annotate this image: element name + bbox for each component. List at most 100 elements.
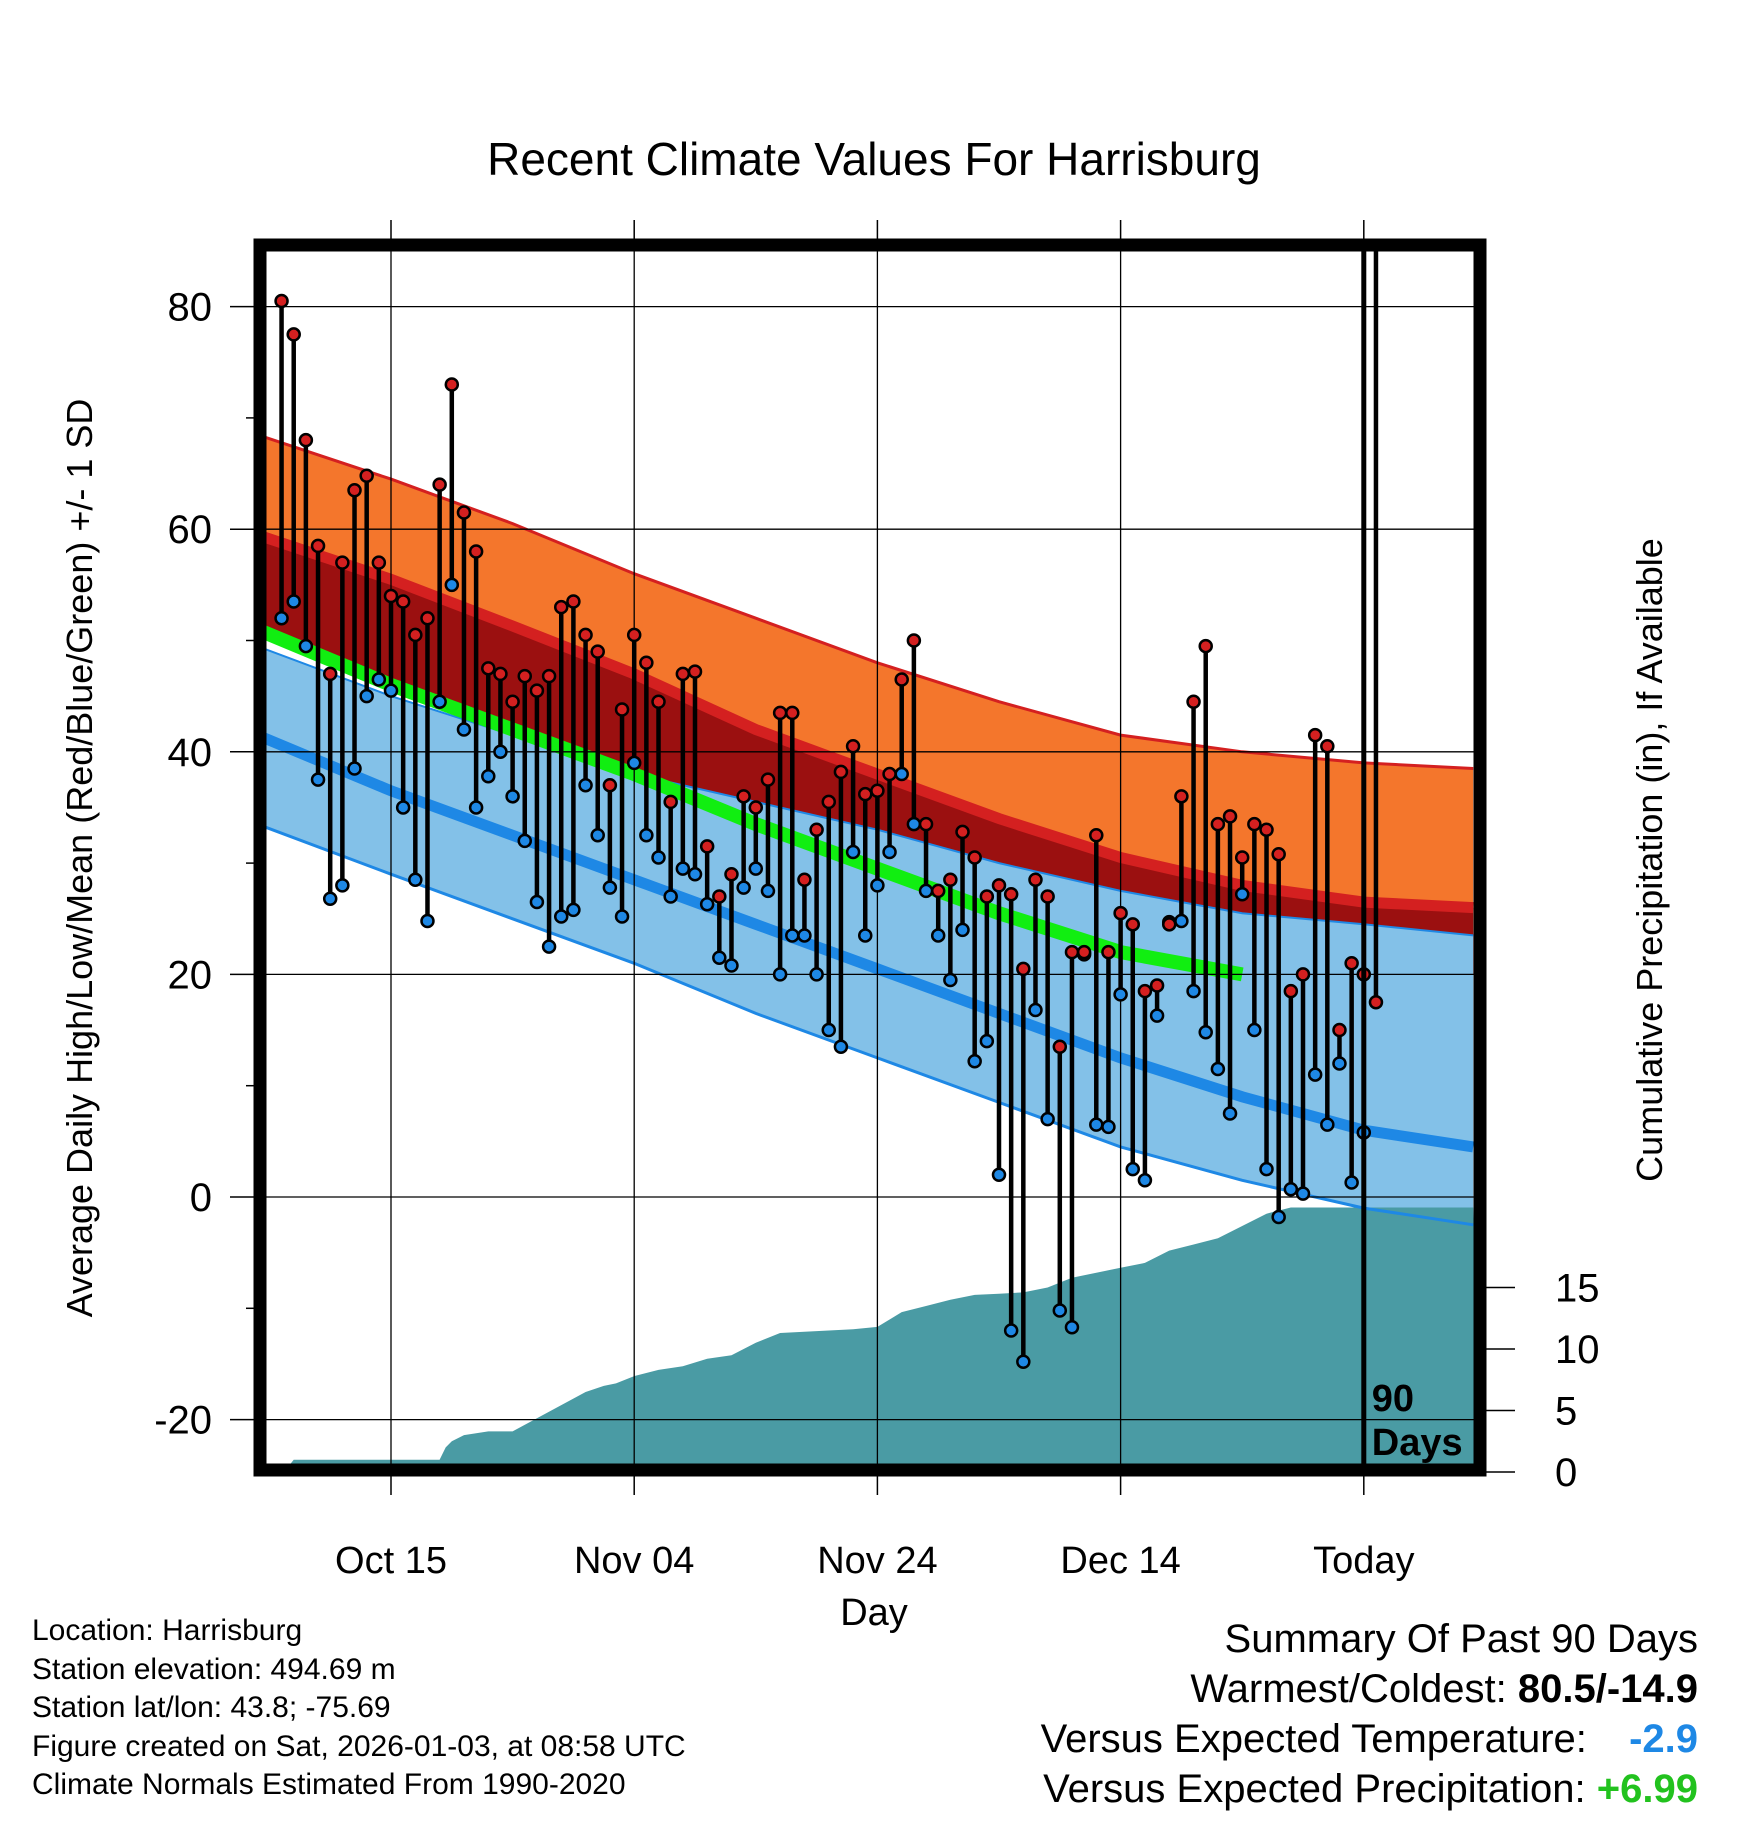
chart-title: Recent Climate Values For Harrisburg	[487, 133, 1261, 185]
high-point	[1222, 809, 1238, 824]
high-point	[785, 705, 800, 721]
high-point	[420, 610, 435, 626]
low-point	[566, 902, 581, 918]
x-axis-label: Day	[840, 1592, 908, 1634]
daily-points	[274, 0, 1384, 1369]
high-point	[821, 794, 837, 810]
low-point	[1028, 1002, 1043, 1018]
low-point	[1247, 1022, 1262, 1038]
warmest-label: Warmest/Coldest:	[1190, 1667, 1507, 1711]
low-point	[724, 958, 739, 973]
low-point	[748, 861, 764, 876]
normals-text: Climate Normals Estimated From 1990-2020	[32, 1768, 626, 1801]
high-point	[432, 477, 447, 492]
high-point	[870, 783, 885, 799]
high-point	[493, 666, 508, 682]
low-point	[1040, 1111, 1055, 1127]
low-point	[906, 816, 922, 832]
elevation-text: Station elevation: 494.69 m	[32, 1652, 396, 1686]
high-point	[1186, 694, 1201, 709]
high-point	[1234, 850, 1250, 865]
warmest-row: Warmest/Coldest: 80.5/-14.9	[1041, 1664, 1698, 1714]
y-axis-label: Average Daily High/Low/Mean (Red/Blue/Gr…	[59, 399, 100, 1318]
low-point	[347, 761, 362, 776]
low-point	[274, 610, 289, 626]
low-point	[894, 766, 909, 782]
low-point	[371, 672, 387, 687]
high-point	[967, 850, 982, 865]
high-point	[772, 705, 788, 721]
low-point	[1344, 1175, 1359, 1190]
high-point	[1295, 967, 1311, 982]
low-point	[1052, 1303, 1068, 1318]
low-point	[967, 1053, 982, 1069]
y2-tick-label: 15	[1555, 1267, 1600, 1311]
days-label-number: 90	[1372, 1378, 1414, 1420]
high-point	[1161, 917, 1177, 932]
low-point	[651, 850, 666, 865]
high-point	[1003, 887, 1019, 902]
high-point	[286, 327, 301, 342]
high-point	[541, 668, 557, 684]
high-point	[639, 655, 654, 671]
precip-row: Versus Expected Precipitation: +6.99	[1041, 1764, 1698, 1814]
high-point	[1247, 816, 1262, 832]
low-point	[626, 755, 642, 771]
precip-value: +6.99	[1596, 1767, 1698, 1811]
created-text: Figure created on Sat, 2026-01-03, at 08…	[32, 1729, 686, 1763]
low-point	[529, 894, 545, 910]
y-tick-label: 20	[168, 953, 213, 997]
y-tick-label: -20	[154, 1399, 212, 1443]
high-point	[724, 866, 739, 882]
low-point	[760, 883, 776, 899]
high-point	[590, 644, 605, 659]
high-point	[1101, 944, 1116, 960]
low-point	[785, 928, 800, 943]
low-point	[1222, 1106, 1238, 1121]
high-point	[687, 664, 703, 679]
low-point	[1210, 1061, 1226, 1077]
high-point	[979, 889, 995, 904]
low-point	[955, 922, 970, 938]
high-point	[991, 878, 1007, 893]
high-point	[809, 822, 824, 837]
high-point	[955, 824, 970, 840]
low-point	[468, 800, 484, 815]
high-point	[930, 883, 946, 899]
y2-tick-label: 5	[1555, 1390, 1577, 1434]
low-point	[359, 688, 374, 704]
high-point	[760, 772, 776, 787]
temp-row: Versus Expected Temperature: -2.9	[1041, 1714, 1698, 1764]
low-point	[797, 928, 812, 943]
high-point	[408, 627, 423, 643]
low-point	[845, 844, 861, 860]
plot-frame	[253, 238, 1487, 1477]
low-point	[1370, 0, 1382, 6]
low-point	[1137, 1173, 1153, 1188]
precip-label: Versus Expected Precipitation:	[1043, 1767, 1586, 1811]
x-tick-label: Dec 14	[1060, 1540, 1180, 1582]
low-point	[675, 861, 691, 876]
high-point	[468, 544, 484, 559]
low-point	[699, 897, 715, 912]
low-point	[1234, 887, 1250, 902]
high-point	[602, 777, 618, 793]
low-point	[1198, 1025, 1213, 1040]
high-sd-band	[260, 435, 1474, 975]
low-point	[1320, 1117, 1335, 1132]
high-point	[1089, 828, 1104, 843]
high-point	[882, 766, 897, 782]
low-point	[1113, 987, 1128, 1002]
high-point	[857, 786, 873, 802]
high-point	[553, 599, 569, 615]
high-point	[1064, 944, 1080, 960]
low-point	[1307, 1067, 1323, 1082]
low-point	[614, 909, 630, 924]
low-point	[432, 694, 447, 709]
summary-heading: Summary Of Past 90 Days	[1224, 1617, 1698, 1661]
high-point	[1076, 944, 1092, 960]
low-point	[444, 577, 460, 593]
precipitation-area	[284, 1207, 1480, 1470]
high-point	[347, 482, 362, 498]
high-point	[943, 872, 958, 888]
